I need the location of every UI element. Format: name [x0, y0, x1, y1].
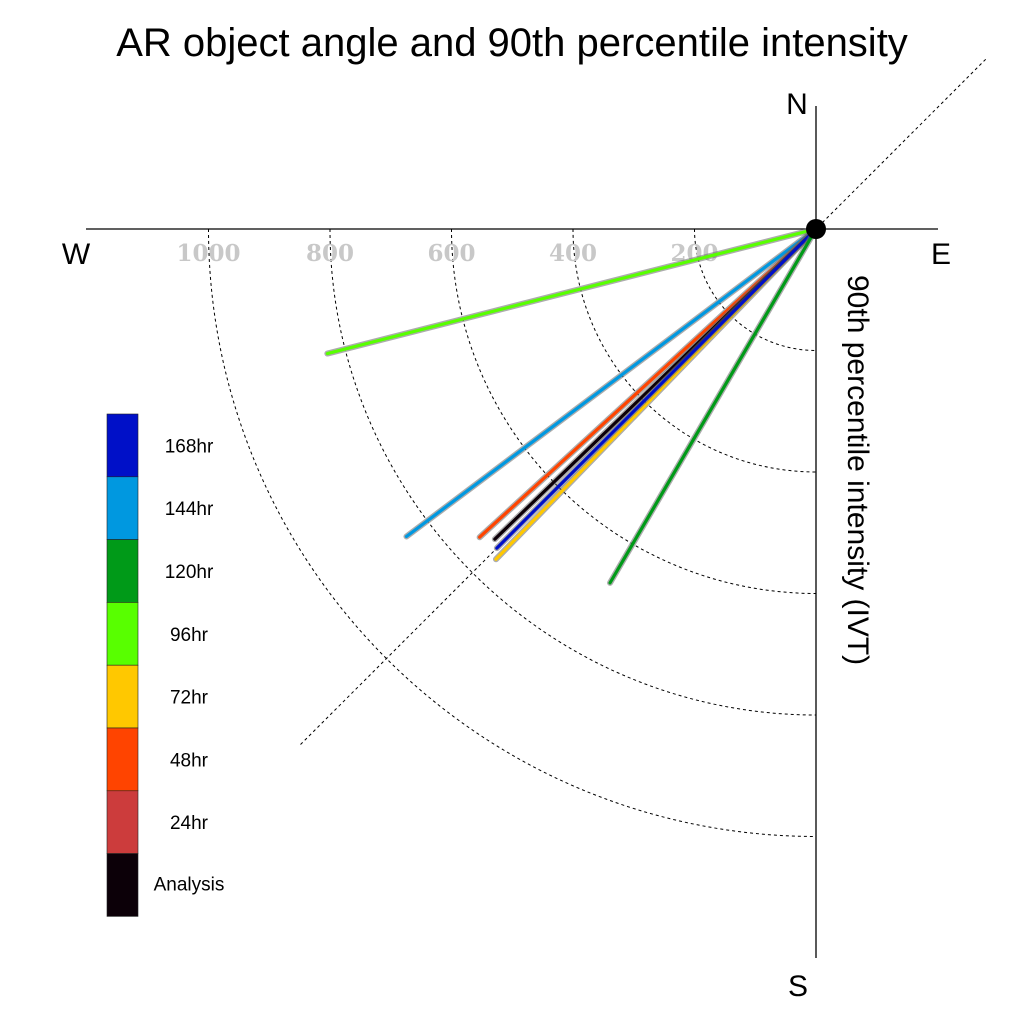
tick-label-400: 400	[549, 240, 597, 267]
legend-label-72hr: 72hr	[170, 688, 209, 709]
compass-east: E	[931, 238, 951, 271]
compass-south: S	[788, 970, 808, 1003]
legend-swatch-144hr	[106, 476, 139, 540]
legend-label-48hr: 48hr	[170, 750, 209, 771]
vectors	[324, 226, 819, 586]
vector-168hr	[495, 227, 818, 550]
tick-label-800: 800	[306, 240, 354, 267]
legend-label-24hr: 24hr	[170, 813, 209, 834]
legend-label-analysis: Analysis	[154, 875, 225, 896]
grid-arc-200	[694, 228, 817, 351]
vector-144hr	[404, 227, 818, 539]
grid	[208, 58, 987, 837]
legend-label-120hr: 120hr	[165, 562, 214, 583]
legend-label-144hr: 144hr	[165, 499, 214, 520]
legend-swatch-48hr	[106, 727, 139, 792]
legend-swatch-72hr	[106, 664, 139, 729]
legend: 168hr 144hr 120hr 96hr 72hr 48hr 24hr Analysis	[106, 413, 225, 917]
legend-label-168hr: 168hr	[165, 436, 214, 457]
vector-120hr	[608, 227, 818, 585]
legend-swatch-analysis	[106, 853, 139, 917]
legend-swatch-24hr	[106, 790, 139, 854]
tick-label-1000: 1000	[176, 240, 240, 267]
axis-title: 90th percentile intensity (IVT)	[841, 275, 874, 665]
origin-marker	[806, 219, 826, 239]
grid-arc-400	[572, 228, 817, 473]
legend-label-96hr: 96hr	[170, 625, 209, 646]
compass-north: N	[786, 88, 808, 121]
grid-arc-800	[329, 228, 817, 716]
vector-96hr	[325, 227, 818, 356]
compass-west: W	[62, 238, 91, 271]
legend-swatch-120hr	[106, 539, 139, 603]
grid-arc-1000	[208, 228, 817, 837]
legend-swatch-96hr	[106, 602, 139, 666]
grid-arc-600	[451, 228, 817, 594]
tick-label-600: 600	[427, 240, 475, 267]
legend-swatch-168hr	[106, 413, 139, 478]
chart-title: AR object angle and 90th percentile inte…	[116, 21, 908, 65]
